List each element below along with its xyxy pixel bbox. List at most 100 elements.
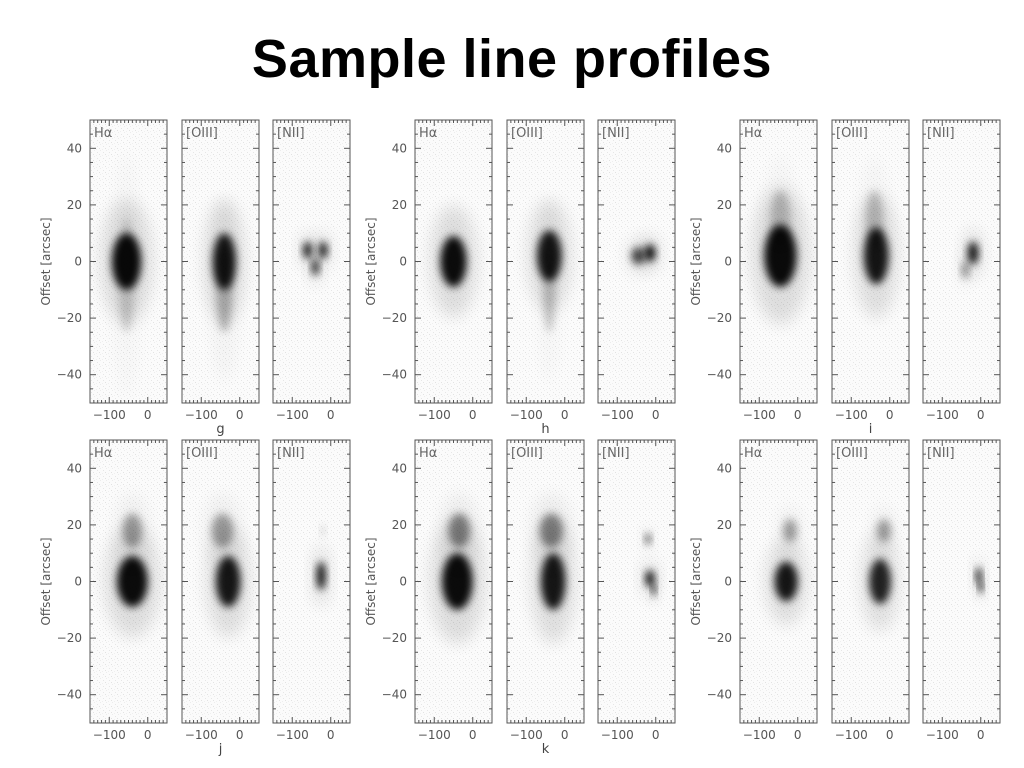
x-tick-label: 0 [886, 728, 894, 742]
line-label: Hα [744, 126, 762, 141]
emission-core [764, 224, 797, 287]
line-label: [OIII] [511, 446, 543, 461]
panel-group-last: Offset [arcsec] 40 20 0 −20 −40 −100 0 Hα −100 0 [O… [689, 439, 1001, 742]
y-tick-label: −40 [57, 368, 82, 382]
line-label: [OIII] [836, 446, 868, 461]
line-label: Hα [94, 126, 112, 141]
y-tick-label: 0 [724, 575, 732, 589]
x-tick-label: 0 [236, 728, 244, 742]
y-tick-label: −20 [382, 311, 407, 325]
x-tick-label: −100 [743, 408, 776, 422]
emission-core [540, 553, 566, 610]
panel-group-caption: i [869, 422, 873, 437]
emission-core [311, 258, 320, 276]
x-tick-label: 0 [236, 408, 244, 422]
emission-core [303, 241, 313, 259]
panel-background [923, 440, 1000, 723]
spectrum-panel: −100 0 [OIII] [181, 439, 260, 742]
x-tick-label: −100 [276, 408, 309, 422]
spectrum-panel: −100 0 [NII] [597, 119, 676, 422]
y-tick-label: 20 [392, 198, 407, 212]
line-label: [NII] [277, 126, 305, 141]
line-label: [NII] [602, 126, 630, 141]
emission-core [644, 533, 652, 545]
y-tick-label: 0 [399, 255, 407, 269]
emission-blobs [203, 493, 251, 638]
x-tick-label: −100 [93, 408, 126, 422]
y-tick-label: 20 [717, 198, 732, 212]
spectrum-panel: −100 0 Hα [739, 439, 818, 742]
line-label: Hα [744, 446, 762, 461]
emission-core [215, 556, 241, 607]
emission-core [122, 513, 142, 548]
x-tick-label: −100 [185, 728, 218, 742]
emission-blobs [100, 199, 153, 333]
panel-group-caption: h [541, 422, 549, 437]
emission-core [869, 558, 891, 605]
x-tick-label: −100 [93, 728, 126, 742]
y-tick-label: −40 [382, 368, 407, 382]
y-tick-label: −20 [707, 631, 732, 645]
y-tick-label: 20 [67, 518, 82, 532]
emission-core [770, 190, 791, 248]
panel-group-i: Offset [arcsec] 40 20 0 −20 −40 −100 0 Hα −100 0 [O… [689, 119, 1001, 437]
x-tick-label: 0 [469, 728, 477, 742]
emission-blobs [854, 190, 899, 319]
emission-blobs [641, 526, 659, 603]
x-tick-label: 0 [794, 408, 802, 422]
y-tick-label: 40 [392, 141, 407, 155]
x-tick-label: −100 [835, 408, 868, 422]
emission-blobs [751, 187, 810, 325]
spectrum-panel: −100 0 [NII] [272, 119, 351, 422]
x-tick-label: 0 [327, 728, 335, 742]
line-label: Hα [419, 126, 437, 141]
y-tick-label: 0 [399, 575, 407, 589]
x-tick-label: −100 [418, 728, 451, 742]
x-tick-label: −100 [926, 408, 959, 422]
y-tick-label: 40 [67, 141, 82, 155]
emission-blobs [527, 199, 572, 333]
emission-core [978, 581, 984, 593]
emission-core [644, 244, 656, 262]
emission-blobs [958, 228, 983, 289]
x-tick-label: −100 [185, 408, 218, 422]
emission-blobs [625, 234, 660, 275]
y-tick-label: −20 [57, 631, 82, 645]
y-axis-title: Offset [arcsec] [689, 217, 703, 305]
emission-core [118, 219, 135, 333]
spectrum-panel: −100 0 [OIII] [831, 439, 910, 742]
spectrum-panel: −100 0 [OIII] [506, 439, 585, 742]
spectrum-panel: −100 0 Hα [739, 119, 818, 422]
line-label: Hα [94, 446, 112, 461]
emission-blobs [312, 524, 330, 607]
emission-core [539, 513, 563, 548]
panel-group-h: Offset [arcsec] 40 20 0 −20 −40 −100 0 Hα −100 0 [O… [364, 119, 676, 437]
emission-core [318, 241, 328, 259]
spectrum-panel: −100 0 [NII] [272, 439, 351, 742]
panel-group-caption: j [218, 742, 223, 757]
panel-group-j: Offset [arcsec] 40 20 0 −20 −40 −100 0 Hα −100 0 [O… [39, 439, 351, 757]
emission-core [877, 519, 891, 542]
emission-core [783, 519, 797, 542]
line-label: [OIII] [511, 126, 543, 141]
x-tick-label: 0 [561, 408, 569, 422]
y-tick-label: −20 [382, 631, 407, 645]
y-tick-label: 40 [392, 461, 407, 475]
line-label: [OIII] [186, 126, 218, 141]
y-tick-label: −40 [57, 688, 82, 702]
emission-core [320, 524, 326, 537]
y-axis-title: Offset [arcsec] [364, 217, 378, 305]
emission-blobs [530, 493, 576, 644]
emission-core [651, 584, 657, 596]
spectrum-panel: −100 0 [NII] [922, 439, 1001, 742]
emission-blobs [429, 205, 478, 318]
x-tick-label: 0 [977, 728, 985, 742]
y-tick-label: 40 [67, 461, 82, 475]
y-tick-label: −40 [382, 688, 407, 702]
y-axis-title: Offset [arcsec] [39, 217, 53, 305]
emission-core [216, 247, 233, 333]
panel-group-g: Offset [arcsec] 40 20 0 −20 −40 −100 0 Hα −100 0 [O… [39, 119, 351, 437]
spectrum-panel: −100 0 [NII] [597, 439, 676, 742]
emission-core [543, 247, 556, 333]
